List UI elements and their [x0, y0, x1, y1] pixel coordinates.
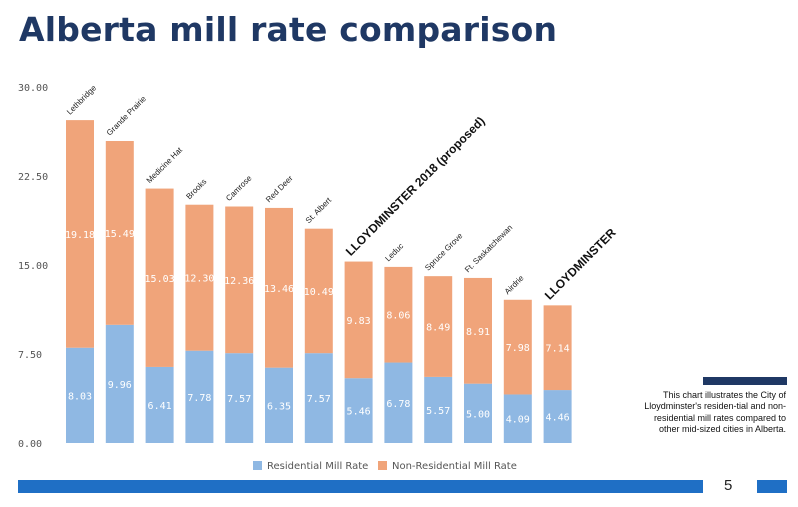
- bar-residential: [105, 324, 134, 443]
- value-label-non-residential: 8.91: [466, 327, 490, 338]
- bar-residential: [185, 350, 214, 443]
- note-accent-bar: [703, 377, 787, 385]
- value-label-residential: 7.57: [227, 394, 251, 405]
- value-label-non-residential: 7.98: [506, 343, 530, 354]
- category-label: Medicine Hat: [145, 145, 185, 185]
- category-label: Red Deer: [264, 174, 295, 205]
- value-label-residential: 6.35: [267, 401, 291, 412]
- category-label: LLOYDMINSTER 2018 (proposed): [343, 114, 488, 259]
- category-label: Brooks: [184, 177, 208, 201]
- value-label-residential: 4.46: [546, 413, 570, 424]
- y-tick-label: 7.50: [18, 350, 42, 361]
- bar-residential: [384, 362, 413, 443]
- y-tick-label: 0.00: [18, 439, 42, 450]
- bar-residential: [543, 390, 572, 443]
- value-label-non-residential: 12.30: [184, 274, 214, 285]
- bar-residential: [304, 353, 333, 443]
- stacked-bar-chart: 0.00 7.50 15.00 22.50 30.00 8.03 19.18 Lethbrid…: [18, 83, 619, 472]
- value-label-non-residential: 9.83: [347, 316, 371, 327]
- bar-non-residential: [145, 188, 174, 367]
- footer-bar-right: [757, 480, 787, 493]
- value-label-non-residential: 19.18: [65, 230, 95, 241]
- bar-non-residential: [503, 299, 532, 395]
- legend-swatch: [253, 461, 262, 470]
- category-label: Airdrie: [503, 273, 526, 296]
- bar-non-residential: [384, 266, 413, 363]
- page-title: Alberta mill rate comparison: [19, 10, 558, 49]
- bar-non-residential: [424, 276, 453, 377]
- bar-non-residential: [344, 261, 373, 379]
- category-label: Camrose: [224, 173, 254, 203]
- category-label: St. Albert: [304, 195, 334, 225]
- value-label-non-residential: 12.36: [224, 276, 254, 287]
- bar-non-residential: [225, 206, 254, 354]
- value-label-non-residential: 13.46: [264, 284, 294, 295]
- value-label-non-residential: 7.14: [546, 344, 570, 355]
- legend-swatch: [378, 461, 387, 470]
- value-label-residential: 5.00: [466, 409, 490, 420]
- bar-residential: [503, 394, 532, 443]
- value-label-residential: 9.96: [108, 380, 132, 391]
- bar-non-residential: [265, 207, 293, 368]
- bar-residential: [265, 367, 293, 443]
- value-label-residential: 8.03: [68, 391, 92, 402]
- value-label-non-residential: 8.49: [426, 323, 450, 334]
- bar-non-residential: [464, 277, 492, 384]
- footer-bar: [18, 480, 703, 493]
- value-label-residential: 5.57: [426, 406, 450, 417]
- value-label-residential: 7.57: [307, 394, 331, 405]
- y-tick-label: 30.00: [18, 83, 48, 94]
- category-label: Leduc: [383, 242, 405, 264]
- value-label-non-residential: 15.49: [105, 229, 135, 240]
- value-label-residential: 7.78: [187, 393, 211, 404]
- value-label-residential: 6.41: [148, 401, 172, 412]
- value-label-residential: 4.09: [506, 415, 530, 426]
- bar-non-residential: [185, 204, 214, 351]
- value-label-residential: 6.78: [386, 399, 410, 410]
- bar-non-residential: [105, 140, 134, 325]
- legend-label: Residential Mill Rate: [267, 461, 368, 472]
- bar-residential: [66, 347, 94, 443]
- category-label: Lethbridge: [65, 83, 98, 116]
- bar-residential: [464, 383, 492, 443]
- category-label: LLOYDMINSTER: [542, 225, 619, 302]
- bar-residential: [225, 353, 254, 443]
- page-number: 5: [724, 477, 733, 494]
- category-label: Spruce Grove: [423, 231, 465, 273]
- category-label: Ft. Saskatchewan: [463, 223, 514, 274]
- y-tick-label: 15.00: [18, 261, 48, 272]
- y-tick-label: 22.50: [18, 172, 48, 183]
- value-label-non-residential: 10.49: [304, 287, 334, 298]
- value-label-non-residential: 15.03: [145, 274, 175, 285]
- value-label-residential: 5.46: [347, 407, 371, 418]
- chart-note: This chart illustrates the City of Lloyd…: [644, 390, 786, 434]
- bar-non-residential: [66, 120, 94, 348]
- value-label-non-residential: 8.06: [386, 311, 410, 322]
- bar-residential: [424, 376, 453, 443]
- bar-residential: [344, 378, 373, 443]
- legend-label: Non-Residential Mill Rate: [392, 461, 517, 472]
- bar-residential: [145, 366, 174, 443]
- category-label: Grande Prairie: [105, 94, 149, 138]
- bar-non-residential: [543, 305, 572, 391]
- bar-non-residential: [304, 228, 333, 354]
